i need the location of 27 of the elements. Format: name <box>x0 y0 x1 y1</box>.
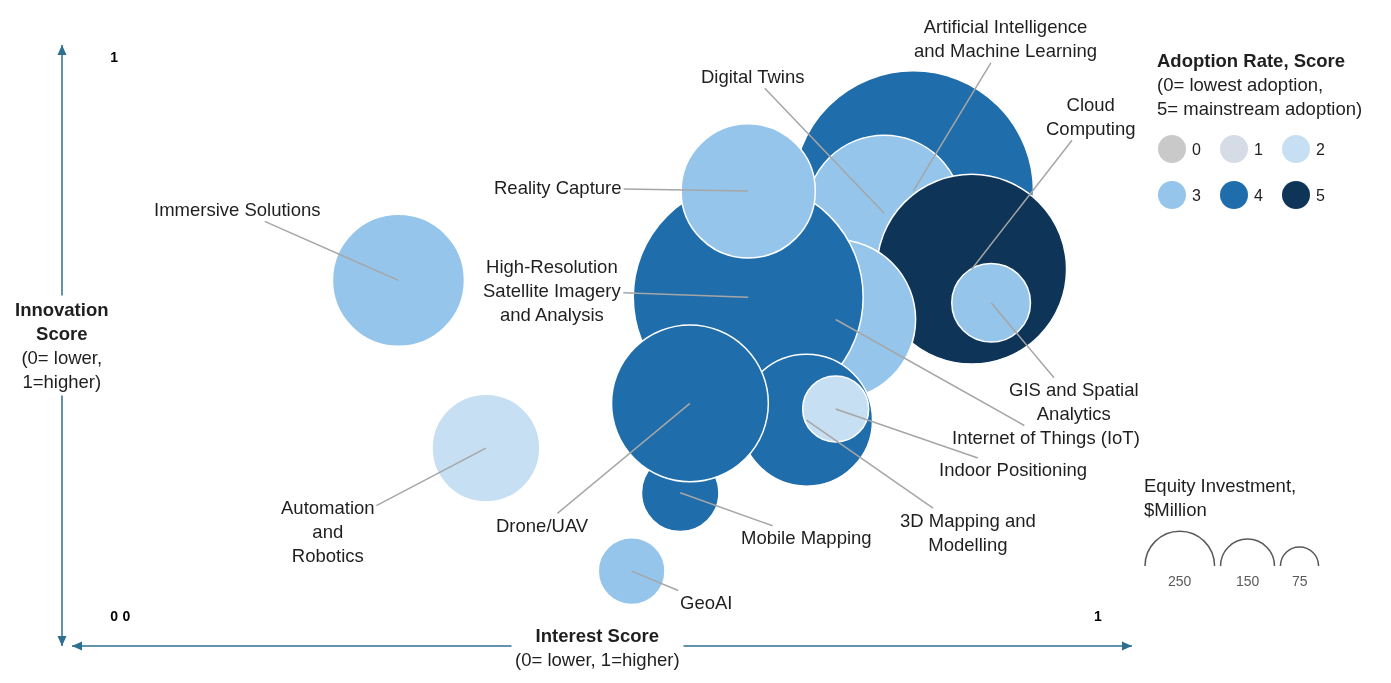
legend-label: 2 <box>1316 141 1325 158</box>
annotation: High-Resolution Satellite Imagery and Analysis <box>483 256 622 326</box>
x-axis-title: Interest Score (0= lower, 1=higher) <box>515 625 680 671</box>
annotation: Internet of Things (IoT) <box>952 427 1140 448</box>
legend-label: 5 <box>1316 187 1325 204</box>
annotation: Digital Twins <box>701 66 805 87</box>
legend-title: Adoption Rate, Score (0= lowest adoption, 5= mainstream adoption) <box>1157 50 1363 120</box>
annotation: Immersive Solutions <box>154 199 321 220</box>
legend-label: 1 <box>1254 141 1263 158</box>
text: Equity Investment, $Million <box>1144 475 1297 521</box>
annotation: GIS and Spatial Analytics <box>1009 379 1139 425</box>
y-axis-title: Innovation Score (0= lower, 1=higher) <box>15 299 109 393</box>
annotation: Cloud Computing <box>1046 94 1136 140</box>
legend-label: 75 <box>1292 573 1308 589</box>
annotation: Artificial Intelligence and Machine Learning <box>914 16 1098 62</box>
legend-label: 3 <box>1192 187 1201 204</box>
annotation: Mobile Mapping <box>741 527 872 548</box>
annotation: Automation and Robotics <box>281 497 375 567</box>
legend-label: 250 <box>1168 573 1192 589</box>
annotation: Reality Capture <box>494 177 622 198</box>
legend-label: 150 <box>1236 573 1260 589</box>
annotation: Indoor Positioning <box>939 459 1088 480</box>
annotation: GeoAI <box>680 592 733 613</box>
legend-label: 0 <box>1192 141 1201 158</box>
annotation: 3D Mapping and Modelling <box>900 510 1036 556</box>
legend-label: 4 <box>1254 187 1263 204</box>
annotation: Drone/UAV <box>496 515 589 536</box>
